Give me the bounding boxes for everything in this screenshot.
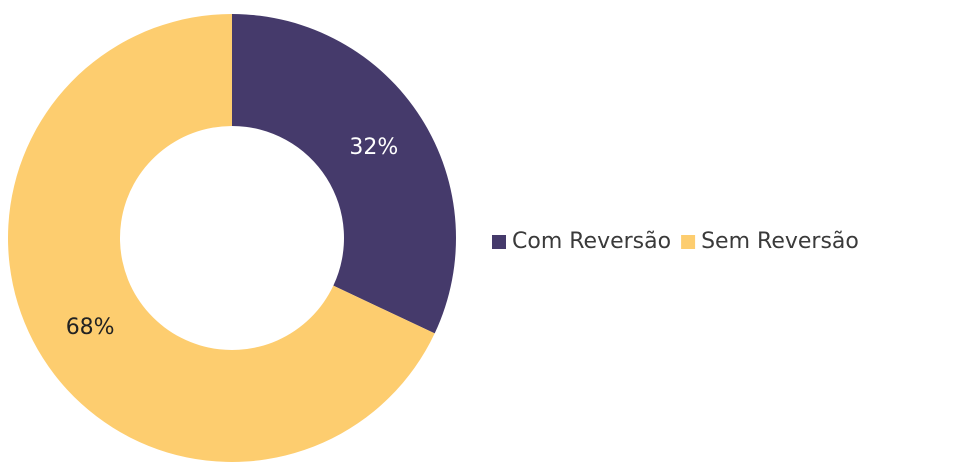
- legend-label: Sem Reversão: [701, 229, 859, 254]
- slice: [8, 14, 435, 462]
- slice-label: 32%: [349, 135, 398, 160]
- legend-swatch: [681, 235, 696, 249]
- legend-label: Com Reversão: [512, 229, 671, 254]
- legend-swatch: [492, 235, 506, 249]
- slice-label: 68%: [66, 315, 115, 340]
- slice: [232, 14, 457, 334]
